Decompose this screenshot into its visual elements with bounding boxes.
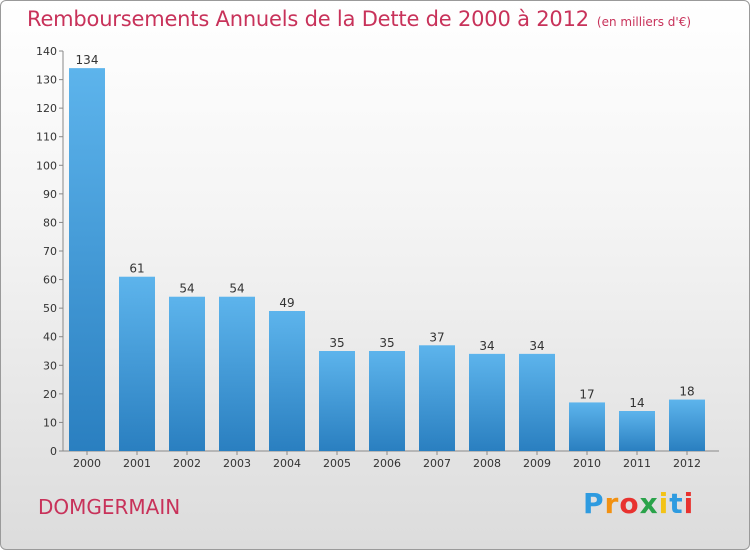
value-label-2002: 54 bbox=[179, 282, 194, 296]
y-axis-ticks: 0 10 20 30 40 50 60 70 80 90 100 110 120 130 140 bbox=[36, 45, 63, 458]
value-label-2012: 18 bbox=[679, 385, 694, 399]
y-tick-label: 70 bbox=[43, 245, 57, 258]
logo-letter: i bbox=[683, 487, 695, 520]
x-tick-label-2005: 2005 bbox=[323, 457, 351, 470]
x-tick-label-2011: 2011 bbox=[623, 457, 651, 470]
value-label-2004: 49 bbox=[279, 296, 294, 310]
bar-2010 bbox=[569, 402, 605, 451]
logo-letter: o bbox=[619, 487, 640, 520]
bar-2012 bbox=[669, 399, 705, 451]
commune-name: DOMGERMAIN bbox=[38, 495, 181, 519]
y-tick-label: 10 bbox=[43, 416, 57, 429]
bar-2008 bbox=[469, 353, 505, 451]
value-label-2003: 54 bbox=[229, 282, 244, 296]
chart-title-text: Remboursements Annuels de la Dette de 20… bbox=[27, 7, 589, 31]
value-labels: 134 61 54 54 49 35 35 37 34 34 17 14 18 bbox=[76, 53, 695, 410]
x-tick-label-2008: 2008 bbox=[473, 457, 501, 470]
x-tick-label-2003: 2003 bbox=[223, 457, 251, 470]
logo-letter: P bbox=[583, 487, 605, 520]
bar-2007 bbox=[419, 345, 455, 451]
bar-2006 bbox=[369, 351, 405, 451]
logo-letter: x bbox=[639, 487, 659, 520]
y-tick-label: 40 bbox=[43, 331, 57, 344]
chart-title: Remboursements Annuels de la Dette de 20… bbox=[27, 7, 691, 31]
y-tick-label: 140 bbox=[36, 45, 57, 58]
x-tick-label-2009: 2009 bbox=[523, 457, 551, 470]
value-label-2010: 17 bbox=[579, 387, 594, 401]
y-tick-label: 30 bbox=[43, 359, 57, 372]
y-tick-label: 130 bbox=[36, 74, 57, 87]
x-axis-ticks: 2000 2001 2002 2003 2004 2005 2006 2007 2008 2009… bbox=[73, 451, 701, 470]
y-tick-label: 50 bbox=[43, 302, 57, 315]
bar-2011 bbox=[619, 411, 655, 451]
logo-letter: i bbox=[658, 487, 670, 520]
bar-2004 bbox=[269, 311, 305, 451]
y-tick-label: 100 bbox=[36, 159, 57, 172]
y-tick-label: 80 bbox=[43, 216, 57, 229]
bar-2003 bbox=[219, 296, 255, 451]
y-tick-label: 120 bbox=[36, 102, 57, 115]
value-label-2000: 134 bbox=[76, 53, 99, 67]
bar-2005 bbox=[319, 351, 355, 451]
bars bbox=[69, 68, 705, 452]
value-label-2011: 14 bbox=[629, 396, 644, 410]
y-tick-label: 110 bbox=[36, 131, 57, 144]
x-tick-label-2001: 2001 bbox=[123, 457, 151, 470]
value-label-2009: 34 bbox=[529, 339, 544, 353]
chart-unit: (en milliers d'€) bbox=[596, 15, 692, 29]
x-tick-label-2010: 2010 bbox=[573, 457, 601, 470]
x-tick-label-2000: 2000 bbox=[73, 457, 101, 470]
y-tick-label: 90 bbox=[43, 188, 57, 201]
x-tick-label-2007: 2007 bbox=[423, 457, 451, 470]
value-label-2006: 35 bbox=[379, 336, 394, 350]
bar-2000 bbox=[69, 68, 105, 452]
x-tick-label-2004: 2004 bbox=[273, 457, 301, 470]
x-tick-label-2012: 2012 bbox=[673, 457, 701, 470]
x-tick-label-2002: 2002 bbox=[173, 457, 201, 470]
y-tick-label: 20 bbox=[43, 388, 57, 401]
y-tick-label: 60 bbox=[43, 274, 57, 287]
logo-letter: t bbox=[669, 487, 684, 520]
value-label-2001: 61 bbox=[129, 262, 144, 276]
bar-2001 bbox=[119, 276, 155, 451]
value-label-2008: 34 bbox=[479, 339, 494, 353]
logo-letter: r bbox=[604, 487, 620, 520]
y-tick-label: 0 bbox=[50, 445, 57, 458]
proxiti-logo: Proxiti bbox=[583, 487, 694, 520]
value-label-2007: 37 bbox=[429, 330, 444, 344]
x-tick-label-2006: 2006 bbox=[373, 457, 401, 470]
bar-2002 bbox=[169, 296, 205, 451]
value-label-2005: 35 bbox=[329, 336, 344, 350]
bar-2009 bbox=[519, 353, 555, 451]
